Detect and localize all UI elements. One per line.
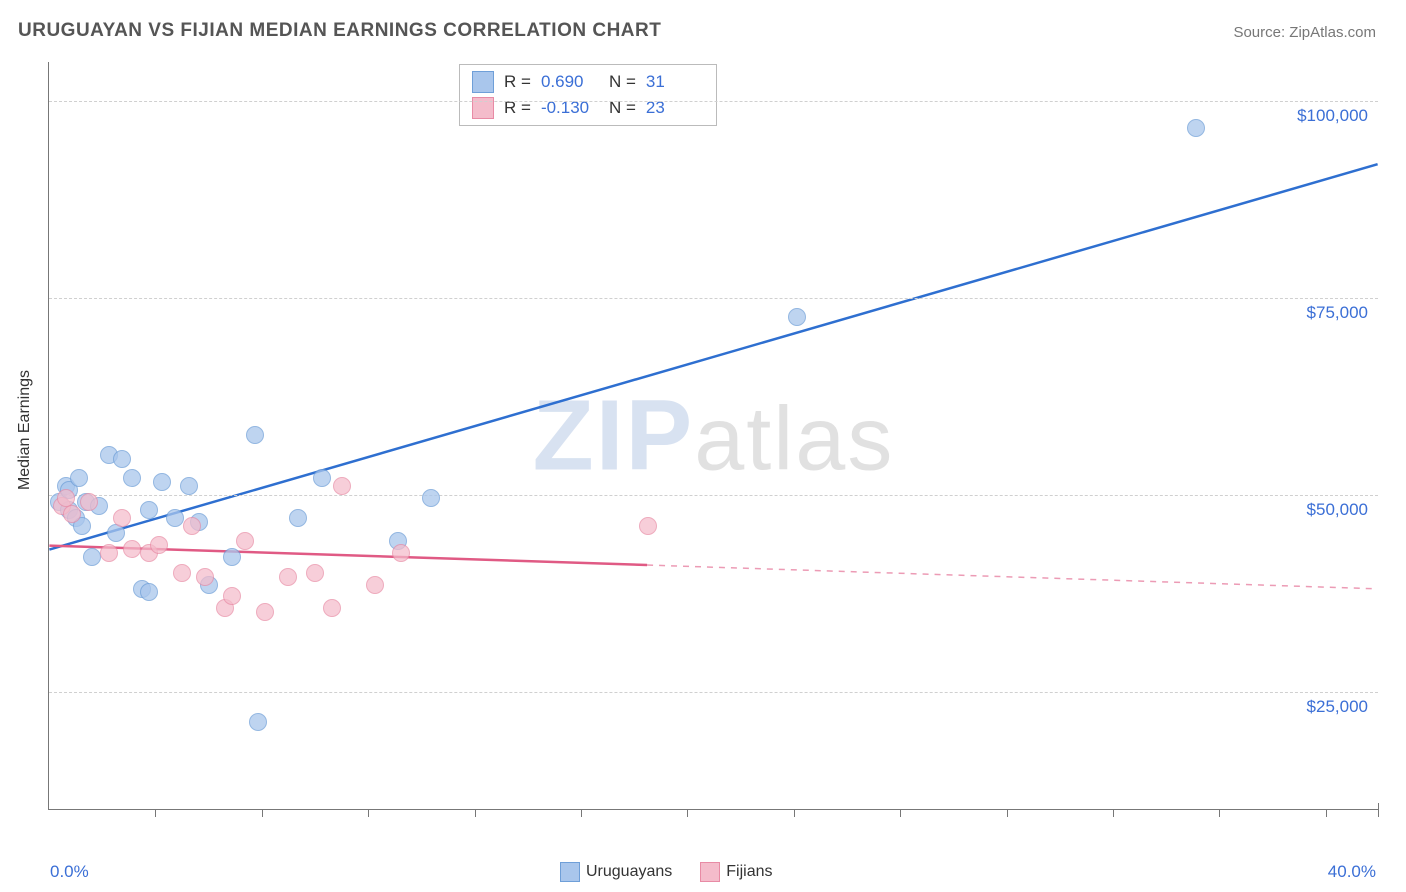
- x-tick: [1113, 809, 1114, 817]
- r-label: R =: [504, 69, 531, 95]
- y-tick-label: $75,000: [1307, 303, 1368, 323]
- chart-title: URUGUAYAN VS FIJIAN MEDIAN EARNINGS CORR…: [18, 20, 661, 42]
- legend: Uruguayans Fijians: [560, 862, 773, 882]
- legend-item-uruguayans: Uruguayans: [560, 862, 672, 882]
- x-tick: [581, 809, 582, 817]
- scatter-point: [140, 583, 158, 601]
- x-tick: [1326, 809, 1327, 817]
- legend-label-fijians: Fijians: [726, 863, 772, 880]
- x-tick: [1007, 809, 1008, 817]
- scatter-point: [196, 568, 214, 586]
- y-tick-label: $25,000: [1307, 697, 1368, 717]
- scatter-point: [323, 599, 341, 617]
- scatter-point: [100, 544, 118, 562]
- r-value-fijians: -0.130: [541, 95, 599, 121]
- x-axis-end-tick: [1378, 803, 1379, 817]
- x-axis-min-label: 0.0%: [50, 862, 89, 882]
- y-axis-label: Median Earnings: [16, 370, 34, 490]
- scatter-point: [140, 501, 158, 519]
- scatter-point: [306, 564, 324, 582]
- scatter-point: [246, 426, 264, 444]
- swatch-fijians: [472, 97, 494, 119]
- x-tick: [687, 809, 688, 817]
- y-tick-label: $100,000: [1297, 106, 1368, 126]
- x-tick: [794, 809, 795, 817]
- gridline-h: [49, 495, 1378, 496]
- scatter-point: [639, 517, 657, 535]
- scatter-point: [113, 450, 131, 468]
- scatter-point: [1187, 119, 1205, 137]
- scatter-point: [788, 308, 806, 326]
- scatter-point: [123, 469, 141, 487]
- x-tick: [155, 809, 156, 817]
- gridline-h: [49, 101, 1378, 102]
- scatter-point: [422, 489, 440, 507]
- scatter-point: [180, 477, 198, 495]
- r-label: R =: [504, 95, 531, 121]
- y-tick-label: $50,000: [1307, 500, 1368, 520]
- scatter-point: [166, 509, 184, 527]
- r-value-uruguayans: 0.690: [541, 69, 599, 95]
- scatter-point: [289, 509, 307, 527]
- scatter-point: [392, 544, 410, 562]
- source-attribution: Source: ZipAtlas.com: [1233, 24, 1376, 41]
- x-tick: [1219, 809, 1220, 817]
- scatter-point: [313, 469, 331, 487]
- scatter-point: [333, 477, 351, 495]
- scatter-point: [113, 509, 131, 527]
- scatter-point: [80, 493, 98, 511]
- legend-item-fijians: Fijians: [700, 862, 772, 882]
- scatter-point: [236, 532, 254, 550]
- x-axis-max-label: 40.0%: [1328, 862, 1376, 882]
- legend-swatch-uruguayans: [560, 862, 580, 882]
- scatter-point: [223, 587, 241, 605]
- scatter-plot-area: ZIPatlas R = 0.690 N = 31 R = -0.130 N =…: [48, 62, 1378, 810]
- scatter-point: [153, 473, 171, 491]
- scatter-point: [256, 603, 274, 621]
- swatch-uruguayans: [472, 71, 494, 93]
- scatter-point: [123, 540, 141, 558]
- legend-swatch-fijians: [700, 862, 720, 882]
- x-tick: [900, 809, 901, 817]
- scatter-point: [70, 469, 88, 487]
- scatter-point: [223, 548, 241, 566]
- gridline-h: [49, 298, 1378, 299]
- watermark: ZIPatlas: [533, 378, 895, 493]
- scatter-point: [173, 564, 191, 582]
- correlation-stats-box: R = 0.690 N = 31 R = -0.130 N = 23: [459, 64, 717, 126]
- stats-row-uruguayans: R = 0.690 N = 31: [472, 69, 704, 95]
- watermark-atlas: atlas: [694, 389, 894, 489]
- x-tick: [475, 809, 476, 817]
- n-label: N =: [609, 95, 636, 121]
- n-value-uruguayans: 31: [646, 69, 704, 95]
- stats-row-fijians: R = -0.130 N = 23: [472, 95, 704, 121]
- scatter-point: [83, 548, 101, 566]
- scatter-point: [107, 524, 125, 542]
- x-tick: [368, 809, 369, 817]
- scatter-point: [183, 517, 201, 535]
- scatter-point: [249, 713, 267, 731]
- x-tick: [262, 809, 263, 817]
- n-value-fijians: 23: [646, 95, 704, 121]
- gridline-h: [49, 692, 1378, 693]
- scatter-point: [366, 576, 384, 594]
- watermark-zip: ZIP: [533, 379, 695, 491]
- scatter-point: [63, 505, 81, 523]
- n-label: N =: [609, 69, 636, 95]
- legend-label-uruguayans: Uruguayans: [586, 863, 672, 880]
- scatter-point: [150, 536, 168, 554]
- scatter-point: [279, 568, 297, 586]
